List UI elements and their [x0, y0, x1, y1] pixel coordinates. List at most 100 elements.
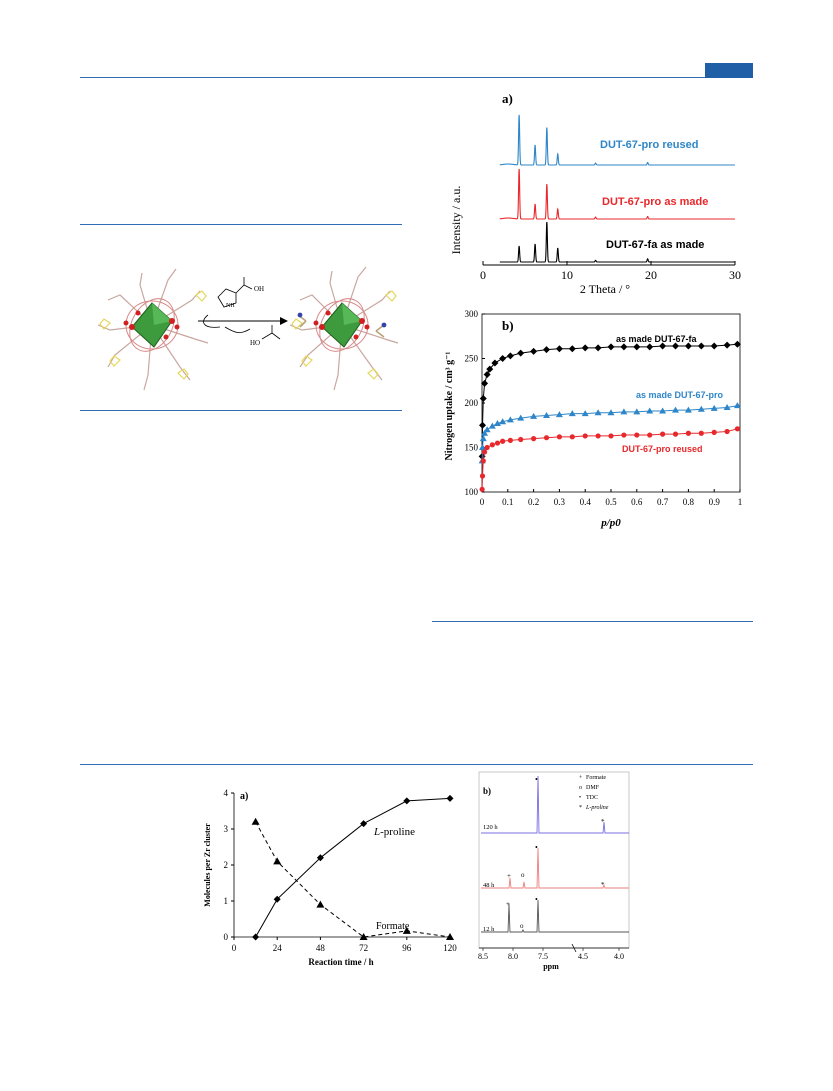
iso-point: [684, 342, 692, 350]
pxrd-series-line: [499, 114, 735, 166]
pxrd-legend-pro-as-made: DUT-67-pro as made: [602, 196, 708, 208]
kin-point: [360, 820, 368, 828]
kin-x-tick-label: 72: [359, 943, 368, 953]
scheme-top-rule: [80, 224, 402, 225]
iso-point: [733, 340, 741, 348]
reagent-nh-label: NH: [226, 303, 235, 309]
nmr-legend-label-dmf: DMF: [586, 785, 600, 791]
nmr-legend-label-tdc: TDC: [586, 795, 598, 801]
iso-point: [543, 411, 550, 418]
pxrd-x-tick-label: 30: [729, 268, 741, 282]
iso-point: [484, 444, 490, 451]
iso-point: [698, 430, 704, 436]
kin-series-line: [255, 797, 451, 938]
kin-y-tick-label: 3: [224, 824, 229, 834]
iso-point: [555, 345, 563, 353]
pxrd-x-tick-label: 10: [561, 268, 573, 282]
nmr-tick-label-3: 4.5: [578, 952, 588, 961]
nmr-legend-symbol-tdc: •: [579, 795, 581, 801]
iso-point: [486, 365, 494, 373]
kin-series-line: [255, 821, 451, 938]
nmr-legend-label-formate: Formate: [586, 775, 606, 781]
iso-point: [594, 409, 602, 416]
iso-point: [506, 352, 514, 360]
n2-isotherm-chart: 100 150 200 250 300 0 0.1 0.2 0.3 0.4 0.5 0.6 0.7 0.8…: [444, 309, 742, 529]
kin-x-tick-label: 0: [232, 943, 237, 953]
nmr-spectrum-label-120h: 120 h: [483, 824, 498, 831]
exchange-kinetics-chart: 0 1 2 3 4 0 24 48 72 96 120 a) Molecules per Zr cl…: [203, 788, 457, 967]
nmr-spectrum-12h: 12 h • + o: [481, 895, 629, 933]
kin-label-formate: Formate: [376, 921, 410, 932]
kin-point: [273, 895, 281, 903]
iso-legend-fa: as made DUT-67-fa: [616, 334, 698, 344]
iso-point: [685, 430, 691, 436]
zr-cluster-proline: [289, 266, 399, 391]
iso-point: [594, 344, 602, 352]
iso-point: [659, 407, 667, 414]
iso-point: [582, 433, 588, 439]
iso-point: [479, 421, 487, 429]
nmr-tick-label-4: 4.0: [614, 952, 624, 961]
nmr-axis-break: [571, 943, 577, 953]
iso-point: [494, 440, 501, 446]
kin-panel-label: a): [240, 791, 248, 802]
header-rule: [80, 77, 753, 78]
iso-point: [488, 422, 496, 429]
iso-point: [607, 409, 615, 416]
kin-y-tick-label: 2: [224, 860, 229, 870]
iso-point: [697, 342, 705, 350]
iso-point: [479, 395, 487, 403]
nmr-spectrum-label-12h: 12 h: [483, 926, 495, 933]
iso-point: [568, 410, 576, 417]
nmr-mark-dmf-48h: o: [521, 871, 525, 879]
iso-point: [646, 343, 654, 351]
iso-point: [620, 408, 628, 415]
kin-point: [446, 794, 454, 802]
iso-point: [530, 412, 538, 419]
kin-point: [252, 933, 260, 941]
pxrd-y-axis-label: Intensity / a.u.: [449, 186, 463, 255]
kin-point: [251, 817, 260, 825]
nmr-legend-symbol-dmf: o: [579, 785, 582, 791]
pxrd-x-tick-label: 0: [480, 268, 486, 282]
header-tab: [705, 63, 753, 78]
iso-x-tick-label: 0.6: [631, 497, 643, 507]
iso-point: [710, 404, 718, 411]
iso-point: [479, 435, 487, 442]
scheme-bottom-rule: [80, 410, 402, 411]
iso-point: [491, 359, 499, 367]
nmr-legend: + Formate o DMF • TDC * L-proline: [579, 775, 609, 811]
iso-point: [672, 431, 679, 437]
iso-y-tick-label: 250: [465, 354, 479, 364]
nmr-mark-tdc-48h: •: [535, 843, 538, 852]
iso-legend-reused: DUT-67-pro reused: [622, 444, 703, 454]
nmr-legend-symbol-formate: +: [579, 775, 583, 781]
iso-point: [543, 435, 550, 441]
pxrd-series-line: [499, 168, 735, 220]
iso-point: [500, 438, 506, 444]
iso-y-tick-label: 100: [465, 487, 479, 497]
iso-point: [499, 355, 507, 362]
iso-point: [506, 416, 514, 423]
pxrd-x-tick-label: 20: [645, 268, 657, 282]
iso-point: [711, 429, 717, 435]
iso-point: [531, 436, 537, 442]
nmr-mark-tdc-120h: •: [535, 775, 538, 784]
iso-point: [581, 410, 589, 417]
iso-point: [517, 349, 525, 357]
nmr-tick-label-0: 8.5: [478, 952, 488, 961]
iso-y-tick-label: 200: [465, 398, 479, 408]
iso-point: [493, 419, 501, 426]
nmr-mark-dmf-12h: o: [520, 922, 524, 930]
nmr-x-axis-label: ppm: [543, 962, 559, 971]
iso-point: [595, 433, 601, 439]
iso-x-tick-label: 0.2: [528, 497, 539, 507]
kin-y-tick-label: 0: [224, 932, 229, 942]
iso-point: [723, 341, 731, 349]
iso-point: [634, 432, 640, 438]
nmr-mark-formate-48h: +: [507, 872, 511, 880]
iso-point: [607, 343, 615, 351]
iso-point: [518, 436, 524, 443]
iso-y-axis-label: Nitrogen uptake / cm³ g⁻¹: [444, 352, 455, 461]
kin-point: [403, 797, 411, 805]
